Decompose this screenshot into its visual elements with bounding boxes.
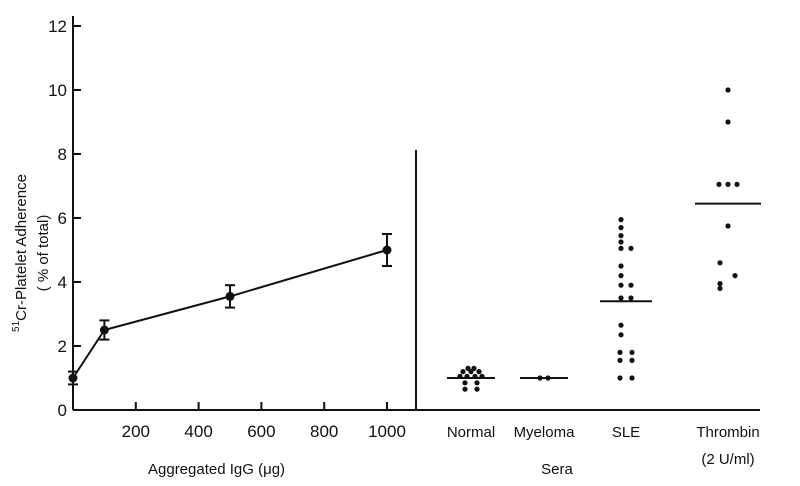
x-ticks: 200 400 600 800 1000 <box>122 402 406 441</box>
y-tick-label: 2 <box>58 337 67 356</box>
data-point <box>617 349 623 355</box>
y-tick-label: 4 <box>58 273 67 292</box>
y-tick-label: 10 <box>48 81 67 100</box>
data-point <box>460 369 466 375</box>
x-tick-label: 400 <box>184 422 212 441</box>
x-axis-title-left: Aggregated IgG (μg) <box>148 461 285 478</box>
y-tick-label: 6 <box>58 209 67 228</box>
igg-line <box>72 249 388 379</box>
group-label: Normal <box>447 424 495 441</box>
data-point <box>628 245 634 251</box>
data-point <box>472 373 478 379</box>
data-point <box>464 373 470 379</box>
data-point <box>628 282 634 288</box>
data-point <box>629 375 635 381</box>
igg-point <box>382 245 392 255</box>
y-axis-title-text: Cr-Platelet Adherence <box>13 174 30 321</box>
data-point <box>479 373 485 379</box>
igg-series <box>68 233 392 386</box>
data-point <box>618 322 624 328</box>
x-axis-title-right: Sera <box>541 461 573 478</box>
x-tick-label: 200 <box>122 422 150 441</box>
group-label: Myeloma <box>514 424 576 441</box>
group-thrombin: Thrombin (2 U/ml) <box>695 87 761 468</box>
data-point <box>725 119 731 125</box>
data-point <box>716 181 722 187</box>
group-sle: SLE <box>600 217 652 441</box>
data-point <box>717 260 723 266</box>
group-label-sub: (2 U/ml) <box>701 451 754 468</box>
y-tick-label: 0 <box>58 401 67 420</box>
data-point <box>618 245 624 251</box>
data-point <box>725 181 731 187</box>
y-axis-title-main: 51Cr-Platelet Adherence <box>11 174 30 332</box>
data-point <box>618 233 624 239</box>
data-point <box>617 375 623 381</box>
y-axis-title: 51Cr-Platelet Adherence ( % of total) <box>11 174 52 332</box>
data-point <box>717 281 723 287</box>
data-point <box>474 380 480 386</box>
data-point <box>545 375 551 381</box>
data-point <box>468 369 474 375</box>
data-point <box>628 295 634 301</box>
data-point <box>476 369 482 375</box>
data-point <box>725 223 731 229</box>
x-tick-label: 600 <box>247 422 275 441</box>
data-point <box>462 380 468 386</box>
data-point <box>717 285 723 291</box>
data-point <box>537 375 543 381</box>
y-axis-title-superscript: 51 <box>11 320 22 332</box>
data-point <box>617 357 623 363</box>
axes <box>72 16 760 411</box>
group-label: Thrombin <box>696 424 759 441</box>
igg-point <box>99 325 109 335</box>
x-tick-label: 800 <box>310 422 338 441</box>
y-tick-label: 8 <box>58 145 67 164</box>
data-point <box>618 332 624 338</box>
data-point <box>618 263 624 269</box>
data-point <box>629 349 635 355</box>
group-label: SLE <box>612 424 640 441</box>
data-point <box>457 373 463 379</box>
data-point <box>462 386 468 392</box>
data-point <box>618 282 624 288</box>
data-point <box>732 273 738 279</box>
x-tick-label: 1000 <box>368 422 406 441</box>
data-point <box>618 217 624 223</box>
data-point <box>734 181 740 187</box>
group-normal: Normal <box>447 365 495 441</box>
data-point <box>618 295 624 301</box>
data-point <box>629 357 635 363</box>
y-ticks: 0 2 4 6 8 10 12 <box>48 17 81 420</box>
sera-groups: Normal Myeloma SLE Thrombin (2 U/ml) <box>447 87 761 468</box>
data-point <box>618 225 624 231</box>
group-myeloma: Myeloma <box>514 375 576 441</box>
igg-point <box>225 291 235 301</box>
data-point <box>618 273 624 279</box>
y-tick-label: 12 <box>48 17 67 36</box>
data-point <box>474 386 480 392</box>
data-point <box>618 239 624 245</box>
y-axis-title-sub: ( % of total) <box>35 215 52 292</box>
igg-point <box>68 373 78 383</box>
data-point <box>725 87 731 93</box>
